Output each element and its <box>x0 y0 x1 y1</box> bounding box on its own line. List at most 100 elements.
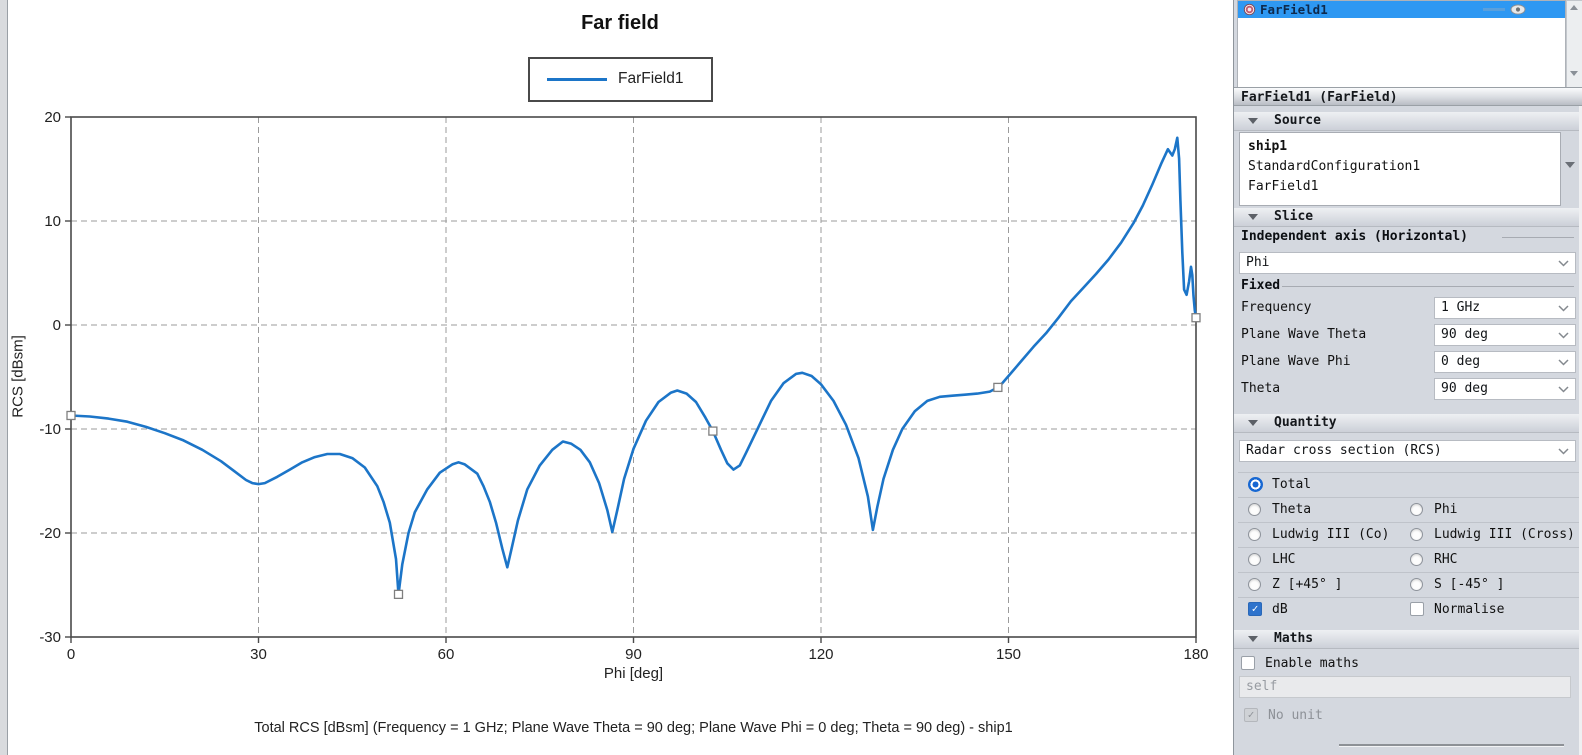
checkbox-db[interactable]: ✓ <box>1248 602 1262 616</box>
fixed-row-select[interactable]: 1 GHz <box>1434 297 1576 319</box>
y-tick-label: -10 <box>39 421 61 438</box>
radio-s-45[interactable] <box>1410 578 1423 591</box>
y-tick-label: -30 <box>39 629 61 646</box>
independent-axis-select[interactable]: Phi <box>1239 252 1576 274</box>
enable-maths-label: Enable maths <box>1265 656 1359 671</box>
radio-lhc[interactable] <box>1248 553 1261 566</box>
enable-maths-checkbox[interactable]: ✓ <box>1241 656 1255 670</box>
quantity-radio-grid: Total Theta Phi Ludwig III (Co) Ludwig III (… <box>1238 472 1579 598</box>
result-list-item-farfield1[interactable]: FarField1 <box>1238 1 1565 18</box>
source-configuration: StandardConfiguration1 <box>1248 159 1421 174</box>
fixed-row-label: Plane Wave Theta <box>1241 327 1367 342</box>
radio-theta[interactable] <box>1248 503 1261 516</box>
data-point-marker[interactable] <box>393 589 404 600</box>
fixed-row-select[interactable]: 90 deg <box>1434 378 1576 400</box>
independent-axis-value: Phi <box>1246 255 1270 270</box>
scrollbar-down-arrow-icon[interactable] <box>1570 71 1578 76</box>
data-point-marker[interactable] <box>66 410 76 421</box>
quantity-value: Radar cross section (RCS) <box>1246 443 1442 458</box>
radio-rhc[interactable] <box>1410 553 1423 566</box>
maths-expression-input[interactable]: self <box>1239 676 1571 698</box>
eye-icon[interactable] <box>1510 4 1526 15</box>
x-tick-label: 30 <box>250 646 267 663</box>
radio-label: Ludwig III (Co) <box>1272 527 1390 542</box>
radio-row: Theta Phi <box>1238 498 1579 523</box>
series-FarField1[interactable] <box>69 136 1198 596</box>
radio-label: Z [+45° ] <box>1272 577 1343 592</box>
rcs-plot[interactable]: 0 30 60 90 120 150 180 20 10 0 -10 -20 -30 <box>8 0 1233 755</box>
radio-label: RHC <box>1434 552 1458 567</box>
legend[interactable]: FarField1 <box>528 57 713 102</box>
collapse-triangle-icon <box>1248 214 1258 220</box>
section-header-slice[interactable]: Slice <box>1234 208 1579 227</box>
window-left-edge <box>0 0 8 755</box>
chart-caption: Total RCS [dBsm] (Frequency = 1 GHz; Pla… <box>254 720 1013 736</box>
result-item-label: FarField1 <box>1260 2 1328 17</box>
legend-entry-label: FarField1 <box>618 70 684 87</box>
section-header-maths[interactable]: Maths <box>1234 630 1579 649</box>
section-header-quantity[interactable]: Quantity <box>1234 414 1579 433</box>
chevron-down-icon <box>1558 332 1569 339</box>
source-selector[interactable]: ship1 StandardConfiguration1 FarField1 <box>1239 132 1561 206</box>
y-tick-label: 20 <box>44 109 61 126</box>
radio-label: Ludwig III (Cross) <box>1434 527 1575 542</box>
fixed-row-label: Plane Wave Phi <box>1241 354 1351 369</box>
chevron-down-icon <box>1558 260 1569 267</box>
fixed-row-select[interactable]: 90 deg <box>1434 324 1576 346</box>
source-dropdown-arrow-icon[interactable] <box>1565 162 1575 168</box>
source-request: FarField1 <box>1248 179 1319 194</box>
trace-line-sample <box>1483 8 1505 11</box>
chevron-down-icon <box>1558 386 1569 393</box>
result-properties-panel: FarField1 FarField1 (FarField) Source sh… <box>1233 0 1582 755</box>
radio-label: LHC <box>1272 552 1296 567</box>
radio-z-45[interactable] <box>1248 578 1261 591</box>
radio-row: LHC RHC <box>1238 548 1579 573</box>
y-tick-label: -20 <box>39 525 61 542</box>
data-point-marker[interactable] <box>708 426 718 436</box>
data-point-marker[interactable] <box>993 382 1003 393</box>
fixed-row-value: 0 deg <box>1441 354 1481 369</box>
scrollbar-up-arrow-icon[interactable] <box>1570 5 1578 10</box>
x-tick-label: 60 <box>438 646 455 663</box>
y-tick-label: 10 <box>44 213 61 230</box>
radio-ludwig-iii-cross[interactable] <box>1410 528 1423 541</box>
fixed-row-value: 90 deg <box>1441 381 1488 396</box>
chevron-down-icon <box>1558 359 1569 366</box>
x-tick-label: 180 <box>1183 646 1208 663</box>
radio-label: Total <box>1272 477 1312 492</box>
fixed-row-select[interactable]: 0 deg <box>1434 351 1576 373</box>
x-tick-label: 150 <box>996 646 1021 663</box>
fixed-group-label: Fixed <box>1241 278 1281 293</box>
x-axis-label: Phi [deg] <box>603 665 664 682</box>
data-point-marker[interactable] <box>1191 313 1201 323</box>
y-tick-label: 0 <box>53 317 61 334</box>
radio-row: Total <box>1238 472 1579 498</box>
radio-ludwig-iii-co[interactable] <box>1248 528 1261 541</box>
no-unit-checkbox: ✓ <box>1244 708 1258 722</box>
results-palette-list[interactable]: FarField1 <box>1237 0 1566 88</box>
checkbox-normalise[interactable]: ✓ <box>1410 602 1424 616</box>
no-unit-label: No unit <box>1268 708 1323 723</box>
chevron-down-icon <box>1558 305 1569 312</box>
fixed-row-value: 1 GHz <box>1441 300 1481 315</box>
radio-total[interactable] <box>1248 477 1263 492</box>
collapse-triangle-icon <box>1248 636 1258 642</box>
radio-phi[interactable] <box>1410 503 1423 516</box>
section-header-source[interactable]: Source <box>1234 112 1579 131</box>
checkbox-label: dB <box>1272 602 1288 617</box>
fixed-row-label: Theta <box>1241 381 1281 396</box>
panel-resize-handle[interactable] <box>1339 744 1564 747</box>
chevron-down-icon <box>1558 448 1569 455</box>
radio-label: Theta <box>1272 502 1312 517</box>
panel-right-edge <box>1579 106 1582 755</box>
collapse-triangle-icon <box>1248 420 1258 426</box>
independent-axis-group-label: Independent axis (Horizontal) <box>1241 229 1468 244</box>
results-list-scrollbar[interactable] <box>1566 0 1582 88</box>
group-rule <box>1282 286 1574 287</box>
collapse-triangle-icon <box>1248 118 1258 124</box>
legend-line-sample <box>547 78 607 81</box>
x-tick-label: 90 <box>625 646 642 663</box>
group-rule <box>1502 237 1574 238</box>
quantity-select[interactable]: Radar cross section (RCS) <box>1239 440 1576 462</box>
far-field-donut-icon <box>1243 3 1256 16</box>
